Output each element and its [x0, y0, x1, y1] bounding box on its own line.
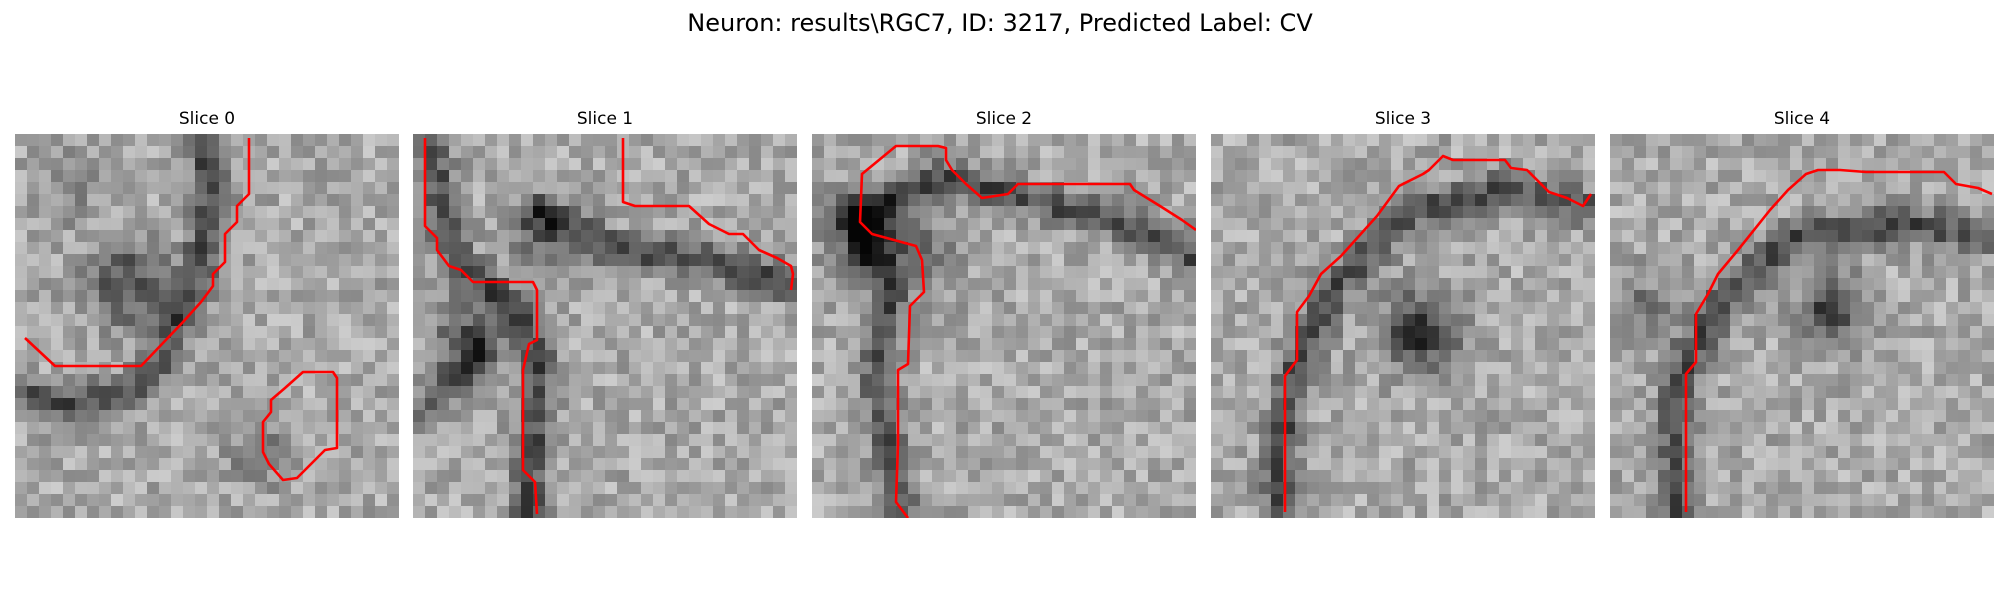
- grayscale-patch: [1211, 134, 1595, 518]
- grayscale-patch: [1610, 134, 1994, 518]
- slice-title: Slice 0: [178, 109, 236, 129]
- slice-title: Slice 1: [576, 109, 634, 129]
- slice-title: Slice 4: [1773, 109, 1831, 129]
- slice-image: [1610, 134, 1994, 518]
- slice-image: [15, 134, 399, 518]
- slice-panel-3: Slice 3: [1211, 108, 1595, 518]
- contour-overlay: [858, 144, 1196, 518]
- grayscale-patch: [15, 134, 399, 518]
- slice-image: [1211, 134, 1595, 518]
- slice-title: Slice 3: [1374, 109, 1432, 129]
- figure-title: Neuron: results\RGC7, ID: 3217, Predicte…: [687, 9, 1313, 37]
- contour-line: [261, 370, 339, 482]
- slice-panel-4: Slice 4: [1610, 108, 1994, 518]
- grayscale-patch: [812, 134, 1196, 518]
- contour-line: [24, 138, 251, 368]
- slice-image: [812, 134, 1196, 518]
- contour-overlay: [423, 138, 795, 515]
- slice-title: Slice 2: [975, 109, 1033, 129]
- slice-panel-1: Slice 1: [413, 108, 797, 518]
- contour-line: [858, 144, 1196, 518]
- slice-panel-2: Slice 2: [812, 108, 1196, 518]
- slice-image: [413, 134, 797, 518]
- contour-overlay: [24, 138, 339, 482]
- contour-line: [423, 138, 539, 515]
- contour-overlay: [1684, 168, 1993, 512]
- contour-line: [1684, 168, 1993, 512]
- slice-panel-0: Slice 0: [15, 108, 399, 518]
- grayscale-patch: [413, 134, 797, 518]
- contour-line: [1283, 154, 1593, 512]
- contour-overlay: [1283, 154, 1593, 512]
- contour-line: [621, 138, 795, 291]
